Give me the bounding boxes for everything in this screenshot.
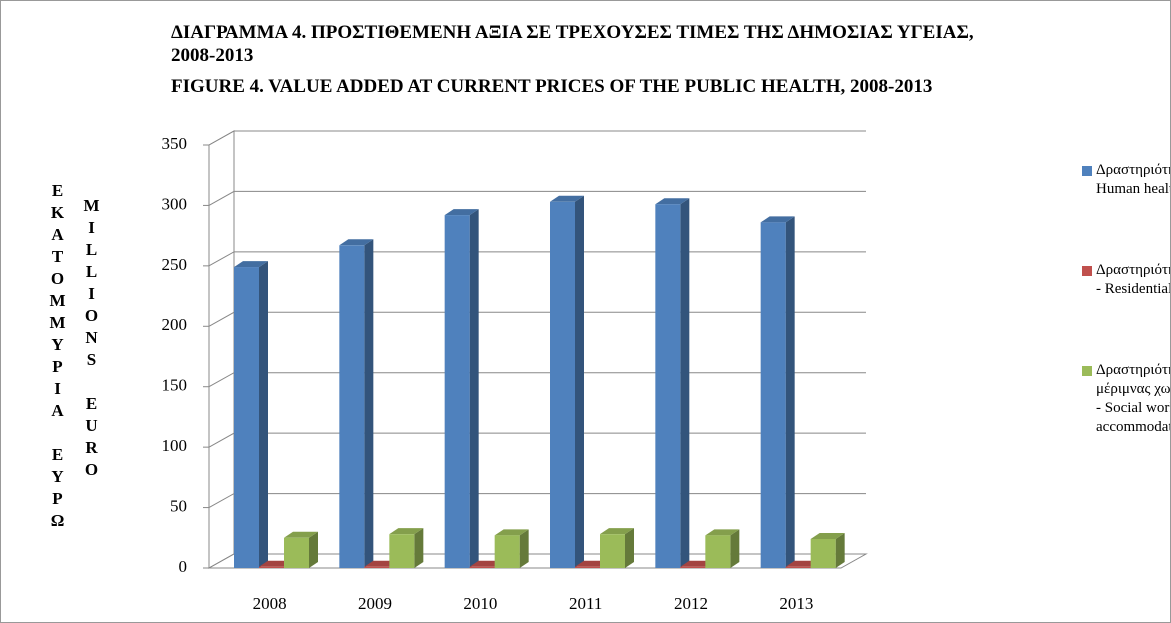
bar-front (705, 535, 731, 568)
x-tick-label: 2012 (674, 594, 708, 613)
bar (760, 216, 795, 568)
grid-line (208, 190, 866, 206)
bar (494, 529, 529, 568)
bar (810, 532, 845, 568)
y-axis-label-en: MILLIONS EURO (82, 196, 101, 482)
bar (600, 528, 634, 568)
bar-side (625, 528, 634, 568)
legend-swatch (1082, 166, 1092, 176)
x-tick-label: 2009 (358, 594, 392, 613)
bar (444, 209, 479, 568)
bar-front (810, 538, 836, 568)
bar-front (494, 535, 520, 568)
bar-side (259, 261, 268, 568)
chart-subtitle: FIGURE 4. VALUE ADDED AT CURRENT PRICES … (171, 76, 933, 97)
bar-top (705, 529, 740, 536)
bar (655, 198, 690, 568)
y-tick-label: 200 (162, 315, 188, 334)
x-tick-label: 2011 (569, 594, 602, 613)
y-axis-label: ΕΚΑΤΟΜΜΥΡΙΑ ΕΥΡΩ (48, 181, 67, 533)
bar-front (655, 204, 681, 568)
bar-side (519, 529, 529, 568)
y-tick-label: 250 (162, 255, 188, 274)
bar-front (785, 566, 811, 568)
x-tick-label: 2013 (779, 594, 813, 613)
bar-front (234, 267, 259, 568)
y-tick-label: 350 (162, 134, 188, 153)
bar (389, 528, 424, 568)
bar-top (389, 528, 424, 535)
bar (234, 261, 268, 568)
bar-side (575, 195, 584, 568)
bar-top (655, 198, 690, 205)
bar-front (760, 222, 786, 568)
bar-front (469, 566, 495, 568)
bar-side (785, 216, 795, 568)
legend-label: Δραστηριότητες κοινωνικής μέριμνας χωρίς… (1096, 362, 1171, 435)
bar-side (730, 529, 740, 568)
x-tick-label: 2008 (253, 594, 287, 613)
side-wall (208, 130, 235, 569)
bar-side (364, 239, 374, 568)
bar (339, 239, 374, 568)
bar-top (444, 209, 479, 216)
x-tick-label: 2010 (463, 594, 497, 613)
bar-side (309, 531, 318, 568)
legend-swatch (1082, 266, 1092, 276)
bar-front (550, 201, 575, 568)
bar-front (444, 215, 470, 568)
bar-top (810, 532, 845, 539)
bar-side (469, 209, 479, 568)
bar-top (550, 195, 584, 202)
y-tick-label: 50 (170, 496, 187, 515)
bar-front (575, 566, 600, 568)
bar-top (494, 529, 529, 536)
legend-label: Δραστηριότητες ανθρώπινης υγείας- Human … (1096, 162, 1170, 197)
bar-front (284, 537, 309, 568)
bar-front (364, 566, 390, 568)
bar-side (680, 198, 690, 568)
y-tick-label: 0 (179, 557, 188, 576)
legend-label: Δραστηριότητες βοήθειας κατ΄ οίκον - Res… (1096, 262, 1171, 297)
bar-front (600, 534, 625, 568)
bar (284, 531, 318, 568)
bar (550, 195, 584, 568)
y-tick-label: 300 (162, 194, 188, 213)
y-tick-label: 150 (162, 376, 188, 395)
y-tick-label: 100 (162, 436, 188, 455)
chart-title: ΔΙΑΓΡΑΜΜΑ 4. ΠΡΟΣΤΙΘΕΜΕΝΗ ΑΞΙΑ ΣΕ ΤΡΕΧΟΥ… (171, 22, 974, 66)
bar-front (389, 534, 415, 568)
grid-line (208, 130, 866, 146)
bar-side (414, 528, 424, 568)
legend-swatch (1082, 366, 1092, 376)
bar-top (284, 531, 318, 538)
bar-top (234, 261, 268, 268)
bar-top (760, 216, 795, 223)
bar-side (835, 532, 845, 568)
bar (705, 529, 740, 568)
bar-top (339, 239, 374, 246)
bar-front (259, 566, 284, 568)
bar-front (339, 245, 365, 568)
bar-front (680, 566, 706, 568)
bar-top (600, 528, 634, 535)
